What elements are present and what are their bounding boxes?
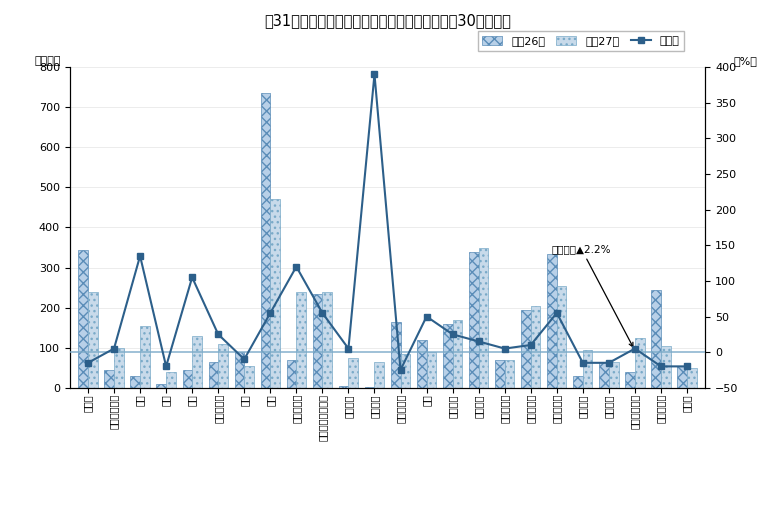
Bar bbox=[417, 340, 426, 388]
Bar bbox=[547, 253, 556, 388]
Bar bbox=[426, 352, 436, 388]
Bar bbox=[114, 347, 124, 388]
Text: 第31図　年間投資総額の産業別前年比（従業者30人以上）: 第31図 年間投資総額の産業別前年比（従業者30人以上） bbox=[264, 13, 511, 28]
Bar bbox=[270, 200, 280, 388]
Bar bbox=[574, 376, 583, 388]
Bar bbox=[166, 372, 176, 388]
Bar bbox=[322, 292, 332, 388]
Bar bbox=[157, 384, 166, 388]
Bar bbox=[296, 292, 306, 388]
Bar bbox=[183, 370, 192, 388]
Bar bbox=[453, 320, 462, 388]
Bar bbox=[88, 292, 98, 388]
Text: （%）: （%） bbox=[734, 56, 758, 66]
Text: （億円）: （億円） bbox=[35, 56, 61, 66]
Text: 府前年比▲2.2%: 府前年比▲2.2% bbox=[552, 244, 633, 347]
Bar bbox=[391, 322, 401, 388]
Bar bbox=[661, 346, 670, 388]
Bar bbox=[583, 349, 592, 388]
Bar bbox=[374, 362, 384, 388]
Bar bbox=[469, 251, 479, 388]
Bar bbox=[78, 250, 88, 388]
Bar bbox=[235, 352, 244, 388]
Bar bbox=[495, 360, 505, 388]
Bar bbox=[140, 326, 150, 388]
Bar bbox=[521, 310, 531, 388]
Bar bbox=[625, 372, 635, 388]
Bar bbox=[244, 366, 254, 388]
Bar bbox=[687, 368, 697, 388]
Legend: 平成26年, 平成27年, 前年比: 平成26年, 平成27年, 前年比 bbox=[478, 31, 684, 51]
Bar bbox=[531, 306, 540, 388]
Bar bbox=[401, 354, 410, 388]
Bar bbox=[130, 376, 140, 388]
Bar bbox=[260, 93, 270, 388]
Bar bbox=[505, 360, 515, 388]
Bar bbox=[192, 336, 202, 388]
Bar bbox=[651, 290, 661, 388]
Bar bbox=[105, 370, 114, 388]
Bar bbox=[677, 366, 687, 388]
Bar bbox=[556, 285, 567, 388]
Bar bbox=[339, 386, 349, 388]
Bar bbox=[479, 248, 488, 388]
Bar bbox=[609, 362, 618, 388]
Bar bbox=[219, 344, 228, 388]
Bar bbox=[443, 324, 453, 388]
Bar bbox=[349, 358, 358, 388]
Bar bbox=[635, 338, 645, 388]
Bar bbox=[313, 294, 322, 388]
Bar bbox=[287, 360, 296, 388]
Bar bbox=[208, 362, 219, 388]
Bar bbox=[365, 387, 374, 388]
Bar bbox=[599, 362, 609, 388]
